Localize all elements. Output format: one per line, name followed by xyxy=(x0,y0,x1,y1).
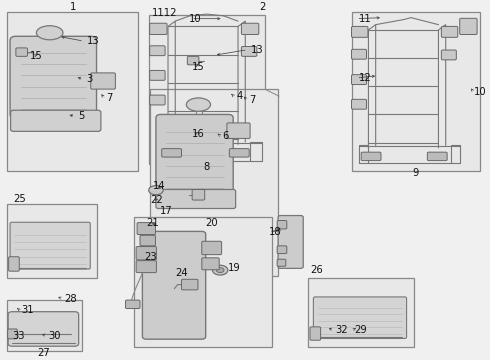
Text: 30: 30 xyxy=(49,330,61,341)
FancyBboxPatch shape xyxy=(310,327,320,340)
FancyBboxPatch shape xyxy=(140,235,155,246)
FancyBboxPatch shape xyxy=(9,257,19,271)
FancyBboxPatch shape xyxy=(8,312,79,346)
Text: 13: 13 xyxy=(87,36,100,46)
FancyBboxPatch shape xyxy=(277,220,287,229)
FancyBboxPatch shape xyxy=(181,279,198,290)
FancyBboxPatch shape xyxy=(91,73,115,89)
FancyBboxPatch shape xyxy=(460,18,477,35)
FancyBboxPatch shape xyxy=(242,23,259,35)
FancyBboxPatch shape xyxy=(149,23,167,35)
Bar xyxy=(148,15,265,165)
Text: 10: 10 xyxy=(189,14,201,24)
Text: 4: 4 xyxy=(236,91,243,101)
Text: 13: 13 xyxy=(250,45,263,55)
FancyBboxPatch shape xyxy=(149,46,165,56)
FancyBboxPatch shape xyxy=(202,258,219,270)
FancyBboxPatch shape xyxy=(162,149,181,157)
FancyBboxPatch shape xyxy=(10,222,90,269)
FancyBboxPatch shape xyxy=(361,152,381,161)
FancyBboxPatch shape xyxy=(10,36,97,119)
Text: 19: 19 xyxy=(227,263,240,273)
Text: 32: 32 xyxy=(336,325,348,335)
FancyBboxPatch shape xyxy=(277,246,287,253)
Text: 3: 3 xyxy=(86,74,92,84)
Text: 12: 12 xyxy=(359,73,371,83)
Text: 5: 5 xyxy=(78,111,84,121)
Bar xyxy=(7,204,97,278)
Text: 15: 15 xyxy=(192,62,204,72)
Text: 18: 18 xyxy=(269,227,282,237)
Text: 11: 11 xyxy=(359,14,371,24)
Text: 8: 8 xyxy=(203,162,210,172)
FancyBboxPatch shape xyxy=(156,114,233,196)
FancyBboxPatch shape xyxy=(136,261,156,273)
FancyBboxPatch shape xyxy=(8,329,17,339)
FancyBboxPatch shape xyxy=(314,297,407,338)
Text: 7: 7 xyxy=(249,95,256,105)
FancyBboxPatch shape xyxy=(229,149,249,157)
FancyBboxPatch shape xyxy=(351,26,368,37)
FancyBboxPatch shape xyxy=(125,300,140,309)
FancyBboxPatch shape xyxy=(278,216,303,269)
Bar xyxy=(351,12,480,171)
FancyBboxPatch shape xyxy=(351,75,367,85)
Text: 20: 20 xyxy=(205,218,218,228)
Bar xyxy=(7,300,82,351)
FancyBboxPatch shape xyxy=(427,152,447,161)
Text: 9: 9 xyxy=(413,168,419,178)
FancyBboxPatch shape xyxy=(187,57,199,65)
Ellipse shape xyxy=(186,98,211,111)
Text: 22: 22 xyxy=(150,195,163,206)
FancyBboxPatch shape xyxy=(202,241,221,255)
Bar xyxy=(7,12,138,171)
Text: 7: 7 xyxy=(107,93,113,103)
Text: 1112: 1112 xyxy=(152,8,177,18)
Text: 26: 26 xyxy=(311,265,323,275)
Ellipse shape xyxy=(216,268,224,273)
FancyBboxPatch shape xyxy=(441,50,456,60)
Text: 10: 10 xyxy=(474,87,487,97)
Text: 25: 25 xyxy=(13,194,26,204)
FancyBboxPatch shape xyxy=(441,26,458,37)
Text: 33: 33 xyxy=(12,330,24,341)
Text: 27: 27 xyxy=(38,347,50,357)
FancyBboxPatch shape xyxy=(149,71,165,80)
Text: 29: 29 xyxy=(354,325,367,335)
FancyBboxPatch shape xyxy=(143,231,206,339)
FancyBboxPatch shape xyxy=(351,49,367,59)
FancyBboxPatch shape xyxy=(156,189,236,208)
FancyBboxPatch shape xyxy=(351,99,367,109)
Text: 1: 1 xyxy=(70,2,76,12)
FancyBboxPatch shape xyxy=(192,189,205,200)
Text: 23: 23 xyxy=(145,252,157,262)
Text: 16: 16 xyxy=(192,129,204,139)
Bar xyxy=(150,89,278,276)
Bar xyxy=(134,217,272,347)
Text: 14: 14 xyxy=(153,181,166,191)
FancyBboxPatch shape xyxy=(11,110,101,131)
FancyBboxPatch shape xyxy=(242,46,257,57)
Text: 24: 24 xyxy=(175,268,188,278)
Text: 28: 28 xyxy=(64,294,77,304)
Text: 21: 21 xyxy=(147,218,159,228)
Bar xyxy=(308,278,415,347)
Text: 17: 17 xyxy=(160,206,172,216)
Text: 6: 6 xyxy=(222,131,229,141)
Text: 2: 2 xyxy=(259,2,266,12)
FancyBboxPatch shape xyxy=(136,247,156,260)
FancyBboxPatch shape xyxy=(227,123,250,138)
Ellipse shape xyxy=(148,186,163,195)
Ellipse shape xyxy=(36,26,63,40)
FancyBboxPatch shape xyxy=(149,95,165,105)
FancyBboxPatch shape xyxy=(137,222,155,235)
Ellipse shape xyxy=(213,265,228,275)
Text: 15: 15 xyxy=(30,51,43,61)
FancyBboxPatch shape xyxy=(16,48,27,57)
FancyBboxPatch shape xyxy=(277,259,286,266)
Text: 31: 31 xyxy=(22,305,34,315)
